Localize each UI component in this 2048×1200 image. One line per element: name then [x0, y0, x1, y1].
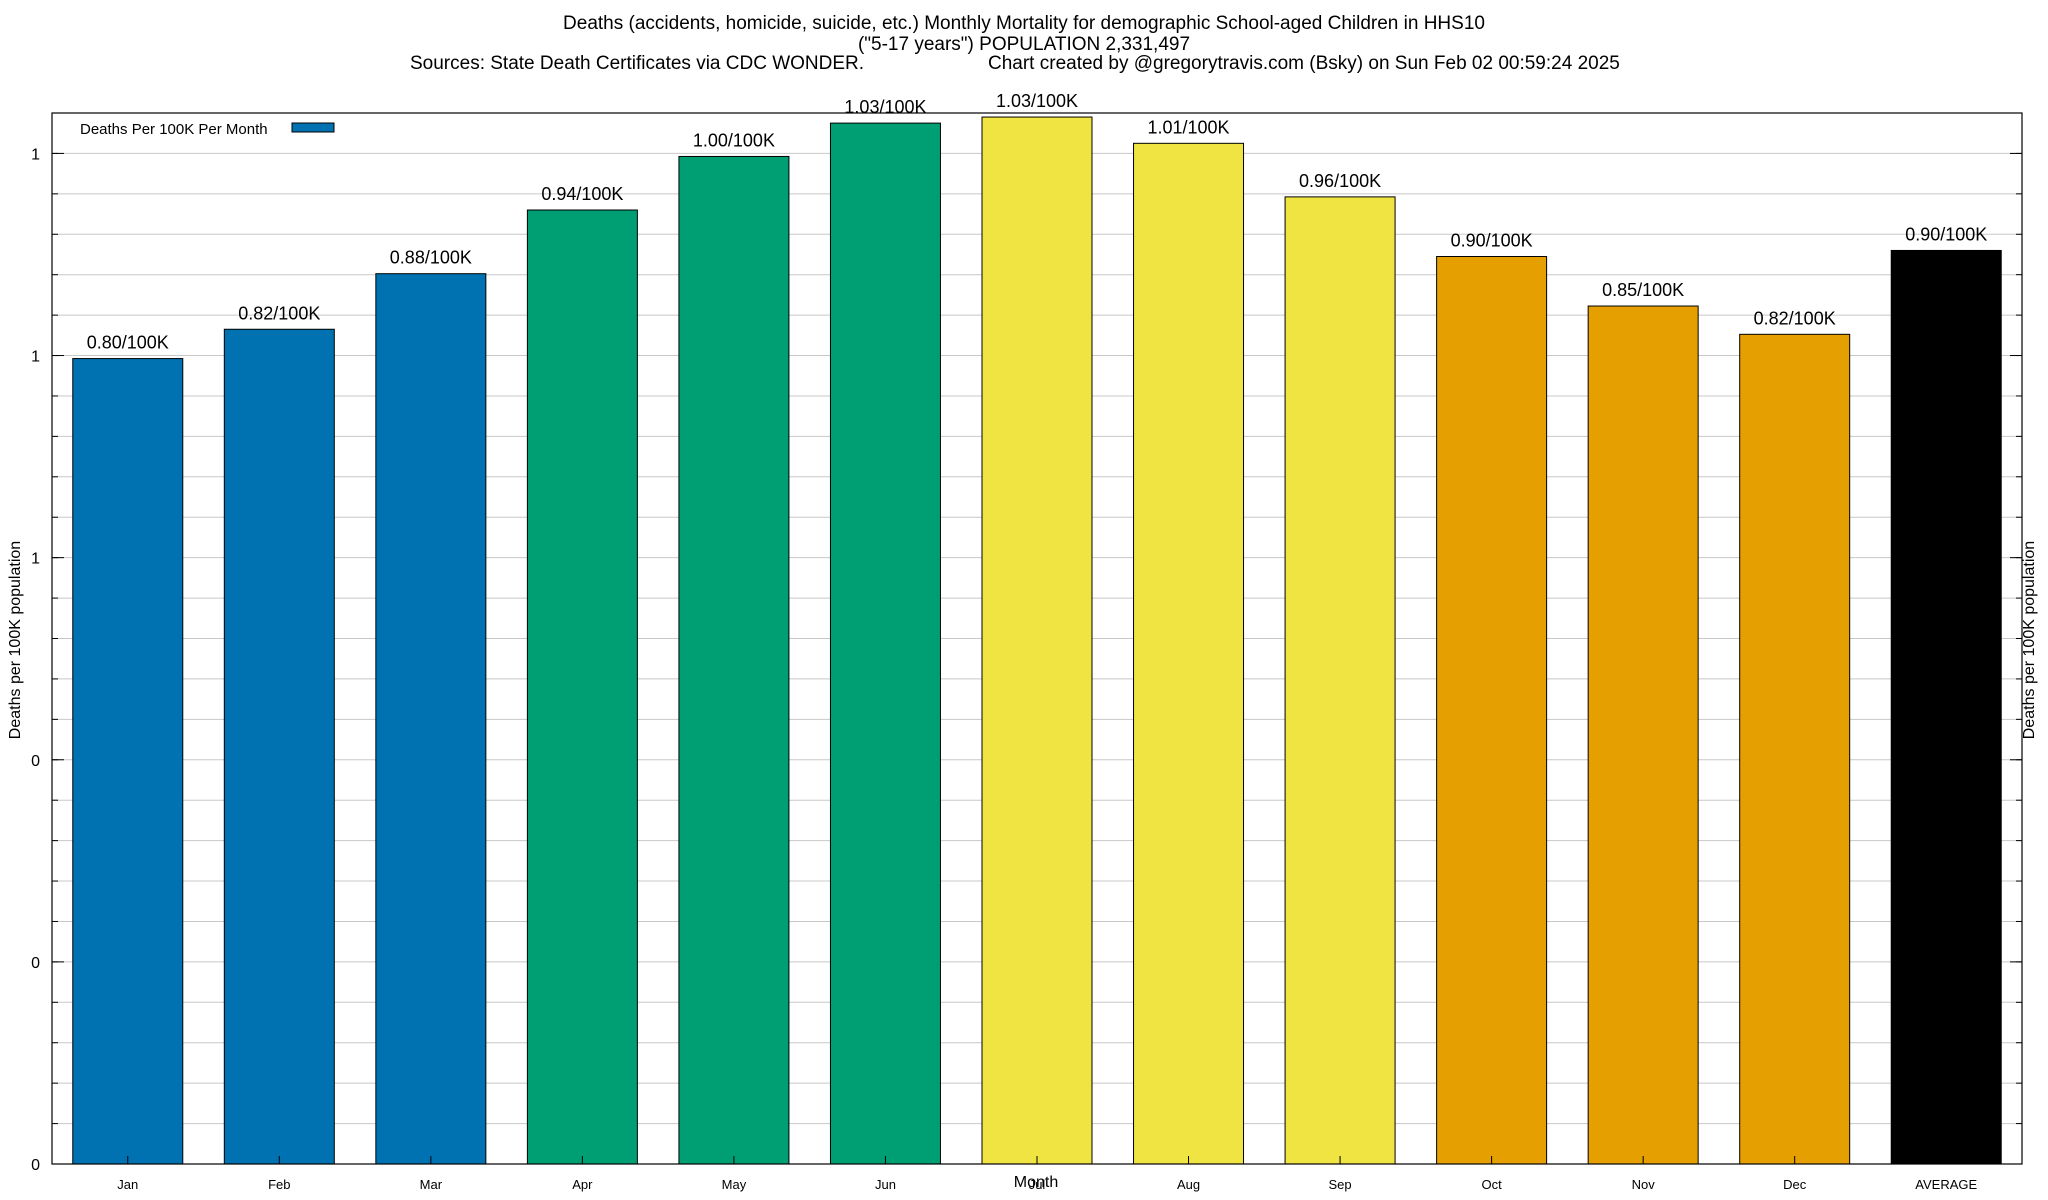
x-tick-label: Jul — [1029, 1177, 1046, 1192]
data-label: 1.03/100K — [844, 97, 926, 117]
chart-source: Sources: State Death Certificates via CD… — [410, 53, 865, 74]
y-tick-label: 0 — [31, 1157, 40, 1174]
x-tick-label: Aug — [1177, 1177, 1200, 1192]
x-tick-label: Jan — [117, 1177, 138, 1192]
data-label: 0.82/100K — [238, 303, 320, 323]
x-tick-label: Nov — [1632, 1177, 1656, 1192]
chart-title-line1: Deaths (accidents, homicide, suicide, et… — [563, 13, 1485, 34]
bar-may — [678, 155, 790, 1165]
x-tick-label: May — [722, 1177, 747, 1192]
x-tick-label: Dec — [1783, 1177, 1807, 1192]
bar-feb — [223, 328, 335, 1165]
data-label: 0.90/100K — [1905, 224, 1987, 244]
y-axis-label: Deaths per 100K population — [7, 540, 24, 740]
bar-jun — [829, 122, 941, 1165]
data-label: 0.88/100K — [390, 248, 472, 268]
bar-nov — [1587, 305, 1699, 1165]
x-axis-label: Month — [1013, 1174, 1059, 1191]
data-label: 1.00/100K — [693, 130, 775, 150]
bar-average — [1890, 249, 2002, 1165]
data-label: 0.82/100K — [1754, 308, 1836, 328]
data-label: 0.90/100K — [1451, 231, 1533, 251]
data-label: 0.94/100K — [541, 184, 623, 204]
x-tick-label: Feb — [268, 1177, 290, 1192]
data-label: 0.96/100K — [1299, 171, 1381, 191]
y-tick-label: 0 — [31, 753, 40, 770]
legend-label: Deaths Per 100K Per Month — [80, 121, 268, 138]
chart-credit: Chart created by @gregorytravis.com (Bsk… — [988, 53, 1620, 74]
y2-axis-label: Deaths per 100K population — [2021, 540, 2038, 740]
bar-jan — [72, 358, 184, 1165]
plot-frame — [51, 112, 2023, 1165]
chart-title-line2: ("5-17 years") POPULATION 2,331,497 — [857, 34, 1191, 55]
y-tick-label: 1 — [31, 146, 40, 163]
x-tick-label: Mar — [420, 1177, 443, 1192]
y-tick-label: 1 — [31, 551, 40, 568]
legend-swatch — [291, 122, 335, 133]
bar-aug — [1133, 142, 1245, 1165]
bar-apr — [526, 209, 638, 1165]
bar-jul — [981, 116, 1093, 1165]
data-label: 0.85/100K — [1602, 280, 1684, 300]
data-label: 0.80/100K — [87, 333, 169, 353]
x-tick-label: AVERAGE — [1915, 1177, 1977, 1192]
bar-sep — [1284, 196, 1396, 1165]
y-tick-label: 1 — [31, 349, 40, 366]
data-label: 1.01/100K — [1147, 117, 1229, 137]
x-tick-label: Oct — [1481, 1177, 1502, 1192]
bar-mar — [375, 273, 487, 1165]
y-tick-label: 0 — [31, 955, 40, 972]
bar-oct — [1436, 256, 1548, 1165]
data-label: 1.03/100K — [996, 91, 1078, 111]
x-tick-label: Apr — [572, 1177, 593, 1192]
x-tick-label: Jun — [875, 1177, 896, 1192]
x-tick-label: Sep — [1329, 1177, 1352, 1192]
bar-dec — [1739, 333, 1851, 1165]
